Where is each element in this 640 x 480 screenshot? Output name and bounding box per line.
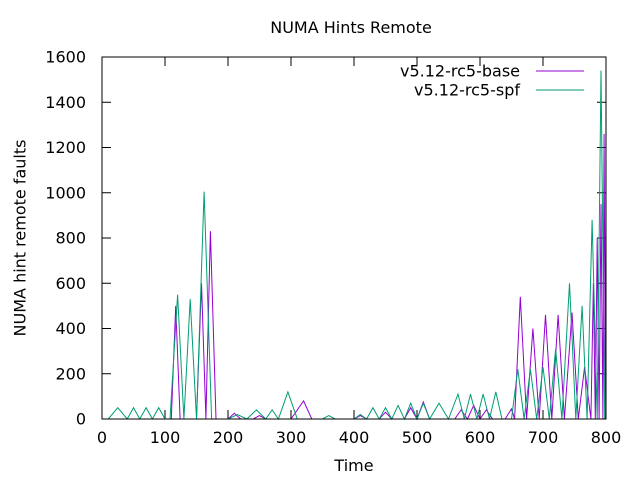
y-tick-label: 1000 <box>45 183 86 202</box>
legend-label-v5.12-rc5-base: v5.12-rc5-base <box>400 62 520 81</box>
y-tick-label: 1200 <box>45 138 86 157</box>
y-axis-label: NUMA hint remote faults <box>11 140 30 337</box>
y-axis-ticks: 0 200 400 600 800 1000 1200 1400 1600 <box>45 48 606 429</box>
y-tick-label: 400 <box>55 319 86 338</box>
y-tick-label: 600 <box>55 274 86 293</box>
x-axis-label: Time <box>333 456 373 475</box>
x-tick-label: 400 <box>339 428 370 447</box>
x-tick-label: 600 <box>465 428 496 447</box>
series-line-v5.12-rc5-spf <box>102 70 607 421</box>
chart-title: NUMA Hints Remote <box>270 18 432 37</box>
x-tick-label: 200 <box>213 428 244 447</box>
y-tick-label: 1600 <box>45 48 86 67</box>
x-tick-label: 700 <box>528 428 559 447</box>
x-axis-ticks: 0 100 200 300 400 500 600 700 800 <box>97 57 621 447</box>
x-tick-label: 500 <box>402 428 433 447</box>
series-line-v5.12-rc5-base <box>102 124 607 421</box>
legend-label-v5.12-rc5-spf: v5.12-rc5-spf <box>414 81 520 100</box>
y-tick-label: 1400 <box>45 93 86 112</box>
y-tick-label: 800 <box>55 229 86 248</box>
x-tick-label: 0 <box>97 428 107 447</box>
x-tick-label: 100 <box>150 428 181 447</box>
x-tick-label: 800 <box>591 428 622 447</box>
y-tick-label: 0 <box>76 410 86 429</box>
plot-frame <box>101 56 607 420</box>
y-tick-label: 200 <box>55 364 86 383</box>
x-tick-label: 300 <box>276 428 307 447</box>
series-layer <box>102 70 607 421</box>
